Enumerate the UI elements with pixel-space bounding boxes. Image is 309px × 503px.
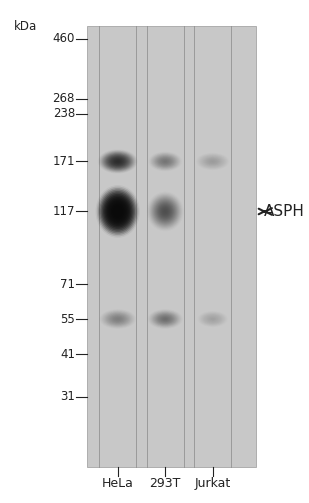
Ellipse shape [160,206,170,217]
Text: 41: 41 [60,348,75,361]
Ellipse shape [106,154,130,169]
Text: Jurkat: Jurkat [195,477,231,489]
Ellipse shape [109,156,126,167]
Ellipse shape [158,204,172,219]
Ellipse shape [153,198,177,225]
Ellipse shape [154,199,176,223]
Ellipse shape [97,187,139,236]
Text: 268: 268 [53,93,75,106]
Text: 238: 238 [53,108,75,120]
Ellipse shape [102,193,134,230]
Ellipse shape [108,200,128,223]
Ellipse shape [107,198,129,225]
Ellipse shape [156,202,174,221]
Ellipse shape [109,201,126,222]
Ellipse shape [152,197,179,226]
Ellipse shape [100,191,135,232]
Ellipse shape [101,151,134,172]
Bar [87,26,256,467]
Ellipse shape [115,159,121,163]
Ellipse shape [107,155,129,168]
Ellipse shape [98,188,138,235]
Text: 460: 460 [53,32,75,45]
Ellipse shape [110,203,125,220]
Ellipse shape [155,201,176,222]
Text: 171: 171 [53,155,75,168]
Ellipse shape [113,206,123,217]
Ellipse shape [104,153,131,170]
Ellipse shape [102,152,133,171]
Text: 55: 55 [60,312,75,325]
Ellipse shape [99,190,136,233]
Text: 293T: 293T [150,477,181,489]
Text: HeLa: HeLa [102,477,134,489]
Ellipse shape [115,209,120,214]
Ellipse shape [112,204,124,219]
Ellipse shape [104,195,131,227]
Ellipse shape [157,203,173,220]
Text: 117: 117 [53,205,75,218]
Text: 31: 31 [60,390,75,403]
Text: kDa: kDa [14,21,37,33]
Ellipse shape [103,194,133,229]
Ellipse shape [111,157,124,165]
Ellipse shape [151,196,180,227]
Ellipse shape [150,195,180,228]
Ellipse shape [104,153,132,170]
Ellipse shape [108,155,128,167]
Ellipse shape [113,159,122,164]
Ellipse shape [114,207,121,216]
Ellipse shape [110,157,125,166]
Ellipse shape [116,210,119,213]
Text: ASPH: ASPH [264,204,305,219]
Ellipse shape [100,151,135,172]
Ellipse shape [105,197,130,226]
Text: 71: 71 [60,278,75,291]
Ellipse shape [112,158,123,165]
Ellipse shape [159,205,171,218]
